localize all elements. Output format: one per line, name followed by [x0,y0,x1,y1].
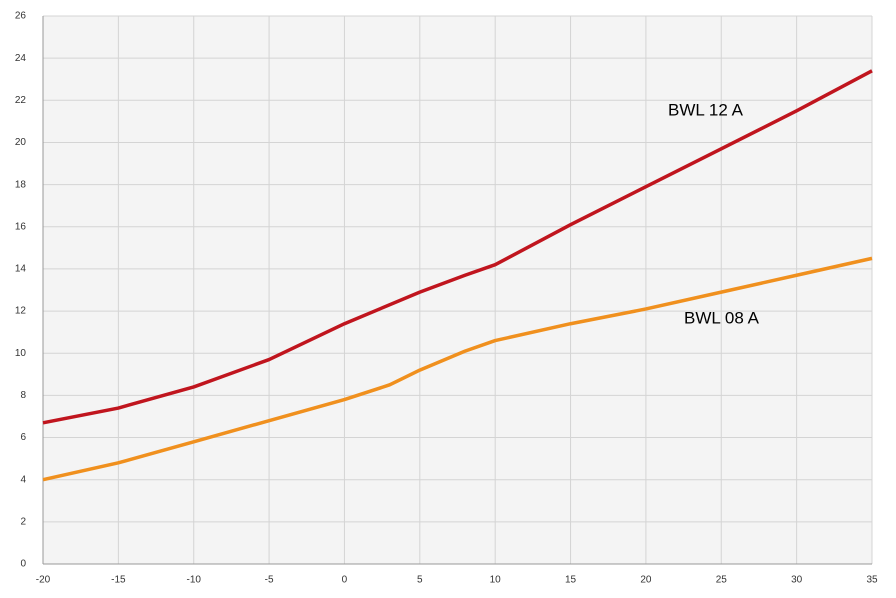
y-tick-label: 14 [15,264,27,275]
y-tick-label: 18 [15,179,27,190]
x-tick-label: -10 [187,575,202,586]
x-tick-label: 10 [490,575,502,586]
y-tick-label: 0 [20,559,26,570]
y-tick-label: 10 [15,348,27,359]
plot-area [43,16,872,564]
y-tick-label: 20 [15,137,27,148]
x-tick-label: 30 [791,575,803,586]
y-tick-label: 8 [20,390,26,401]
x-tick-label: -15 [111,575,126,586]
y-tick-label: 22 [15,95,27,106]
series-label: BWL 12 A [668,100,744,119]
x-tick-label: 25 [716,575,728,586]
y-tick-label: 16 [15,221,27,232]
y-tick-label: 4 [20,474,26,485]
y-tick-label: 12 [15,306,27,317]
x-tick-label: -20 [36,575,51,586]
x-tick-label: 15 [565,575,577,586]
y-tick-label: 6 [20,432,26,443]
y-tick-label: 24 [15,53,27,64]
y-tick-label: 2 [20,516,26,527]
x-tick-label: 5 [417,575,423,586]
series-line [42,256,873,482]
series-line [42,69,873,425]
x-tick-label: 35 [866,575,878,586]
x-tick-label: 20 [640,575,652,586]
y-tick-label: 26 [15,11,27,22]
x-tick-label: -5 [265,575,274,586]
x-tick-label: 0 [342,575,348,586]
series-label: BWL 08 A [684,308,760,327]
